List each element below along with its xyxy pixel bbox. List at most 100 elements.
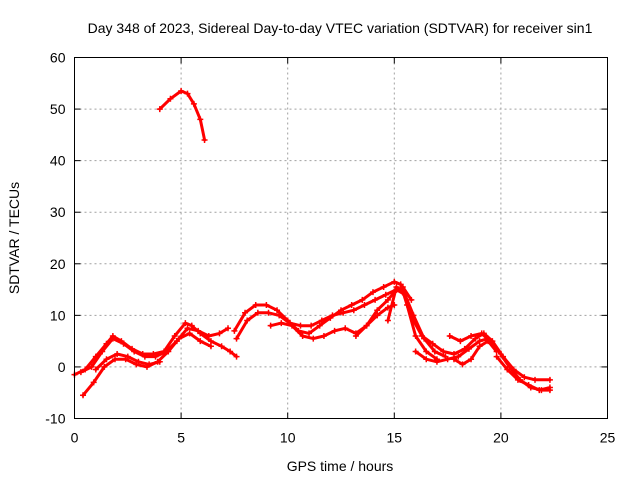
- chart-title: Day 348 of 2023, Sidereal Day-to-day VTE…: [88, 20, 593, 36]
- data-point: [493, 353, 500, 360]
- data-point: [156, 106, 163, 113]
- data-point: [175, 335, 182, 342]
- data-point: [450, 356, 457, 363]
- data-point: [318, 317, 325, 324]
- data-point: [218, 343, 225, 350]
- data-point: [178, 88, 185, 95]
- x-axis-label: GPS time / hours: [287, 458, 394, 474]
- data-point: [120, 340, 127, 347]
- data-point: [201, 137, 208, 144]
- data-series-arc-high: [158, 89, 207, 142]
- data-point: [429, 340, 436, 347]
- data-point: [188, 322, 195, 329]
- data-point: [532, 376, 539, 383]
- data-point: [278, 320, 285, 327]
- data-point: [329, 312, 336, 319]
- data-point: [252, 302, 259, 309]
- data-point: [197, 116, 204, 123]
- x-tick-label: 10: [280, 430, 296, 446]
- data-point: [288, 322, 295, 329]
- data-point: [384, 296, 391, 303]
- data-point: [77, 369, 84, 376]
- data-point: [88, 363, 95, 370]
- data-point: [465, 345, 472, 352]
- data-point: [457, 338, 464, 345]
- data-point: [468, 332, 475, 339]
- data-point: [380, 283, 387, 290]
- data-point: [242, 309, 249, 316]
- data-point: [141, 353, 148, 360]
- data-point: [384, 317, 391, 324]
- data-point: [233, 353, 240, 360]
- data-point: [244, 317, 251, 324]
- data-point: [350, 307, 357, 314]
- data-point: [459, 361, 466, 368]
- data-point: [514, 376, 521, 383]
- data-point: [536, 387, 543, 394]
- y-axis-label: SDTVAR / TECUs: [6, 182, 22, 294]
- data-series-arc-a: [73, 321, 238, 377]
- data-point: [476, 338, 483, 345]
- data-point: [546, 384, 553, 391]
- data-point: [444, 356, 451, 363]
- data-point: [156, 358, 163, 365]
- data-point: [493, 348, 500, 355]
- data-point: [267, 322, 274, 329]
- data-point: [410, 317, 417, 324]
- data-point: [348, 302, 355, 309]
- data-point: [80, 392, 87, 399]
- data-point: [316, 322, 323, 329]
- y-tick-label: 50: [50, 101, 66, 117]
- y-tick-label: 30: [50, 204, 66, 220]
- data-point: [195, 327, 202, 334]
- data-point: [504, 366, 511, 373]
- data-series-arc-l: [452, 339, 499, 366]
- data-point: [90, 379, 97, 386]
- data-point: [408, 296, 415, 303]
- data-point: [207, 343, 214, 350]
- y-tick-label: 60: [50, 50, 66, 66]
- data-point: [340, 309, 347, 316]
- y-tick-label: 10: [50, 307, 66, 323]
- data-point: [233, 335, 240, 342]
- data-point: [521, 374, 528, 381]
- data-point: [412, 348, 419, 355]
- data-point: [382, 291, 389, 298]
- data-point: [197, 338, 204, 345]
- data-point: [359, 296, 366, 303]
- data-point: [440, 348, 447, 355]
- y-tick-label: 20: [50, 256, 66, 272]
- data-point: [478, 330, 485, 337]
- data-point: [184, 90, 191, 97]
- data-point: [101, 363, 108, 370]
- data-point: [205, 332, 212, 339]
- data-point: [399, 283, 406, 290]
- data-point: [331, 327, 338, 334]
- x-tick-label: 0: [71, 430, 79, 446]
- data-point: [423, 356, 430, 363]
- data-point: [361, 302, 368, 309]
- data-point: [412, 332, 419, 339]
- data-point: [299, 332, 306, 339]
- data-point: [423, 348, 430, 355]
- data-point: [146, 361, 153, 368]
- data-point: [372, 296, 379, 303]
- data-point: [342, 325, 349, 332]
- data-point: [92, 366, 99, 373]
- data-point: [308, 322, 315, 329]
- data-point: [207, 338, 214, 345]
- data-point: [186, 330, 193, 337]
- data-point: [431, 348, 438, 355]
- data-point: [265, 309, 272, 316]
- data-point: [297, 322, 304, 329]
- data-point: [152, 353, 159, 360]
- data-point: [546, 376, 553, 383]
- x-tick-label: 5: [177, 430, 185, 446]
- data-point: [184, 325, 191, 332]
- data-point: [103, 356, 110, 363]
- data-point: [369, 289, 376, 296]
- data-point: [231, 327, 238, 334]
- data-point: [468, 356, 475, 363]
- data-point: [310, 335, 317, 342]
